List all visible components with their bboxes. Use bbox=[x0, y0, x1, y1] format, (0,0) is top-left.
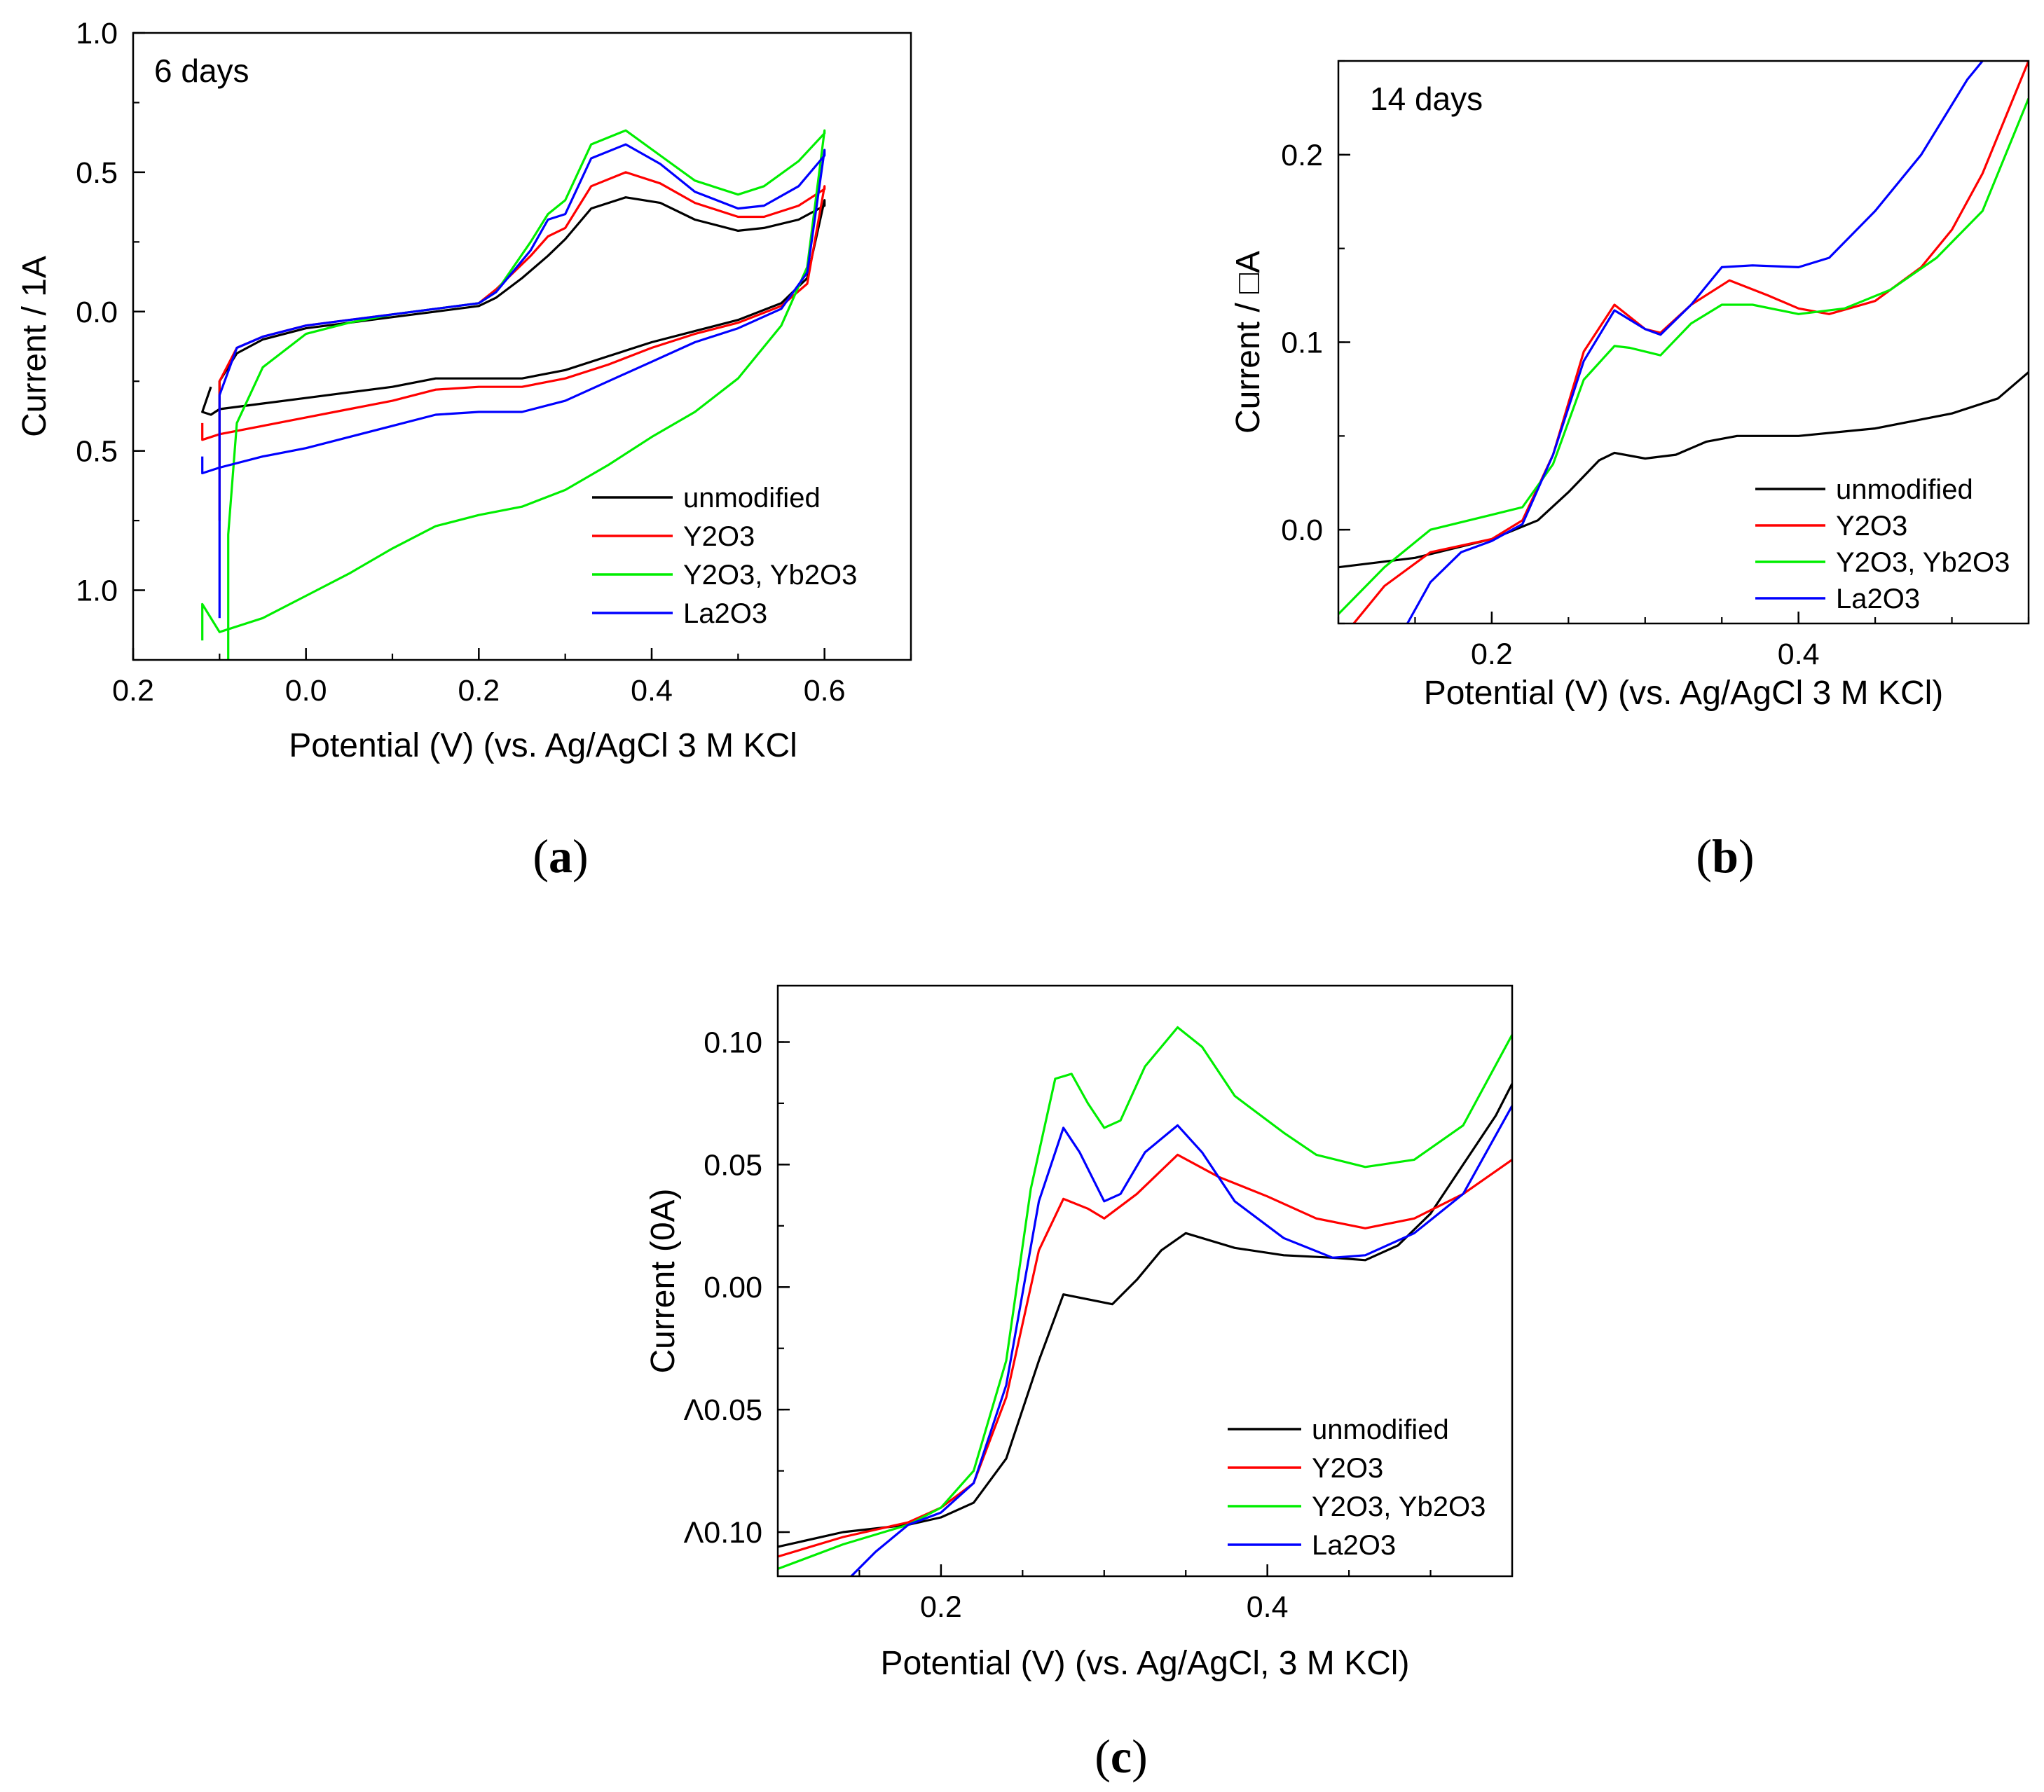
chart-panel-c: (c) 0.2 0.4 0.10 0.05 0.00 Λ0.05 Λ0.10 Potentia… bbox=[645, 984, 1514, 1783]
x-axis-title: Potential (V) (vs. Ag/AgCl 3 M KCl) bbox=[1424, 675, 1944, 712]
panel-label-a: (a) bbox=[533, 829, 588, 883]
x-tick-label: 0.2 bbox=[920, 1590, 962, 1624]
x-tick-label: 0.2 bbox=[1471, 637, 1513, 671]
legend-label: La2O3 bbox=[683, 598, 767, 629]
y-axis-title: Current / □A bbox=[1230, 251, 1267, 434]
y-tick-label: Λ0.05 bbox=[684, 1393, 762, 1427]
legend-label: Y2O3, Yb2O3 bbox=[1836, 547, 2010, 578]
x-tick-label: 0.4 bbox=[631, 674, 673, 708]
panel-annotation: 6 days bbox=[154, 53, 249, 89]
series-line-unmodified bbox=[778, 1083, 1512, 1548]
y-tick-label: 0.0 bbox=[76, 296, 118, 329]
x-tick-label: 0.4 bbox=[1247, 1590, 1289, 1624]
series-group bbox=[201, 129, 826, 660]
chart-panel-a: (a) 0.2 0.0 0.2 0.4 0.6 1.0 0.5 0.0 0.5 1.0 Potent… bbox=[16, 17, 912, 883]
chart-panel-b: (b) 0.2 0.4 0.2 0.1 0.0 Potential (V) (vs. Ag… bbox=[1230, 60, 2030, 883]
y-axis-title: Current / 1A bbox=[16, 256, 53, 437]
legend-label: La2O3 bbox=[1312, 1530, 1396, 1561]
series-line-la2o3 bbox=[201, 143, 826, 619]
x-axis-title: Potential (V) (vs. Ag/AgCl, 3 M KCl) bbox=[881, 1645, 1410, 1682]
y-tick-label: 0.2 bbox=[1281, 139, 1323, 172]
legend-label: Y2O3 bbox=[683, 521, 755, 552]
x-tick-label: 0.4 bbox=[1778, 637, 1820, 671]
panel-label-b: (b) bbox=[1696, 829, 1754, 883]
legend-label: Y2O3, Yb2O3 bbox=[683, 560, 857, 591]
legend-label: unmodified bbox=[1836, 474, 1973, 505]
panel-label-c: (c) bbox=[1095, 1730, 1148, 1783]
x-tick-label: 0.2 bbox=[112, 674, 154, 708]
series-line-la2o3 bbox=[850, 1105, 1512, 1576]
plot-frame bbox=[132, 32, 912, 661]
x-tick-label: 0.2 bbox=[458, 674, 500, 708]
y-tick-label: 0.0 bbox=[1281, 514, 1323, 547]
series-group bbox=[1338, 61, 2029, 623]
legend-label: La2O3 bbox=[1836, 584, 1920, 614]
y-tick-label: 0.00 bbox=[704, 1271, 762, 1304]
legend-label: Y2O3, Yb2O3 bbox=[1312, 1491, 1486, 1522]
series-line-la2o3 bbox=[1406, 61, 1984, 623]
series-line-unmodified bbox=[201, 196, 826, 465]
y-tick-label: 0.5 bbox=[76, 156, 118, 190]
series-line-y2o3-yb2o3 bbox=[778, 1026, 1512, 1570]
x-axis-title: Potential (V) (vs. Ag/AgCl 3 M KCl bbox=[289, 727, 797, 764]
series-group bbox=[778, 1026, 1512, 1576]
y-tick-label: 0.10 bbox=[704, 1026, 762, 1059]
legend-label: unmodified bbox=[683, 483, 821, 514]
legend-label: Y2O3 bbox=[1836, 511, 1907, 542]
y-tick-label: 1.0 bbox=[76, 17, 118, 50]
plot-frame bbox=[776, 984, 1514, 1578]
y-tick-label: Λ0.10 bbox=[684, 1516, 762, 1550]
x-tick-label: 0.6 bbox=[804, 674, 846, 708]
y-tick-label: 0.5 bbox=[76, 435, 118, 469]
y-tick-label: 0.1 bbox=[1281, 326, 1323, 360]
legend-label: unmodified bbox=[1312, 1414, 1449, 1445]
series-line-y2o3-yb2o3 bbox=[1338, 97, 2029, 615]
legend-label: Y2O3 bbox=[1312, 1453, 1383, 1484]
panel-annotation: 14 days bbox=[1370, 81, 1483, 117]
y-tick-label: 1.0 bbox=[76, 574, 118, 608]
y-tick-label: 0.05 bbox=[704, 1148, 762, 1182]
series-line-unmodified bbox=[1338, 371, 2029, 569]
y-axis-title: Current (0A) bbox=[645, 1188, 682, 1373]
x-tick-label: 0.0 bbox=[285, 674, 327, 708]
